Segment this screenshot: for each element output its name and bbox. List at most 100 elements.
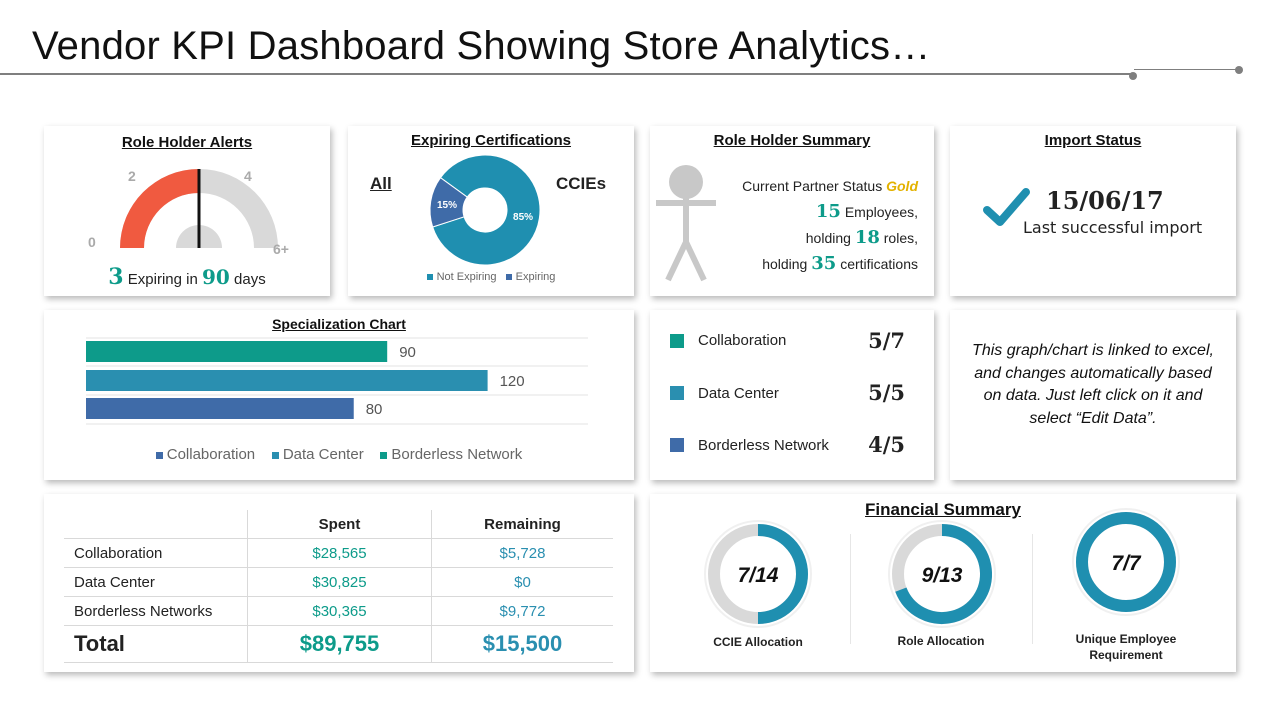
ring-value: 7/14 [738,564,779,587]
financial-summary-panel: Financial Summary 7/14 9/13 7/7 CCIE Alloc… [650,494,1236,672]
ring-separator [1032,534,1033,644]
table-row: Data Center $30,825 $0 [64,567,613,597]
legend-expiring: Expiring [515,271,556,283]
title-rule-right [1134,69,1238,70]
ring-value: 7/7 [1111,552,1142,575]
table-header-remaining: Remaining [431,510,613,539]
total-spent: $89,755 [247,625,432,663]
table-header-spent: Spent [247,510,432,539]
ring-outline [704,520,812,628]
table-header-row: Spent Remaining [64,510,613,539]
spec-value: 5/7 [868,328,905,353]
legend-data-center: Data Center [282,446,364,463]
certs-donut[interactable]: 85% 15% [348,126,634,296]
spend-table: Spent Remaining Collaboration $28,565 $5… [64,510,613,663]
legend-not-expiring: Not Expiring [436,271,497,283]
specialization-chart-title: Specialization Chart [272,316,406,332]
gauge-label-0: 0 [88,234,96,250]
ring-label-role: Role Allocation [897,634,985,648]
spec-color-square [670,386,684,400]
ring-separator [850,534,851,644]
spec-item: Data Center 5/5 [670,380,910,410]
certs-ccies-label[interactable]: CCIEs [556,174,607,193]
title-rule-dot [1235,66,1243,74]
ring-outline [888,520,996,628]
certs-text: certifications [840,256,918,272]
alerts-days: 90 [202,265,230,289]
import-status-title: Import Status [1044,132,1142,149]
gauge-label-6plus: 6+ [273,241,289,257]
spec-label: Collaboration [698,332,787,349]
donut-label-not-expiring: 85% [513,212,533,223]
ring-label-ccie: CCIE Allocation [713,635,803,649]
row-remaining: $5,728 [431,538,613,568]
import-status-panel: Import Status 15/06/17 Last successful i… [950,126,1236,296]
ring-label-unique: Unique Employee Requirement [1075,632,1177,662]
specialization-legend: Collaboration Data Center Borderless Net… [44,446,634,463]
row-remaining: $9,772 [431,596,613,626]
holding-text-2: holding [762,256,808,272]
import-date: 15/06/17 [1046,186,1164,215]
role-holder-alerts-title: Role Holder Alerts [121,134,253,151]
row-remaining: $0 [431,567,613,597]
spend-table-panel: Spent Remaining Collaboration $28,565 $5… [44,494,634,672]
page-title: Vendor KPI Dashboard Showing Store Analy… [32,24,931,68]
row-spent: $28,565 [247,538,432,568]
spec-item: Collaboration 5/7 [670,328,910,358]
financial-summary-title: Financial Summary [865,500,1021,519]
gauge-fill [120,169,199,248]
alerts-caption: 3 Expiring in 90 days [44,264,330,290]
bar-value-label: 90 [399,344,416,361]
roles-text: roles, [883,230,918,246]
spec-value: 4/5 [868,432,905,457]
checkmark-icon [983,188,1030,226]
table-header-blank [64,510,248,539]
title-underline-dot [1129,72,1137,80]
total-label: Total [64,625,248,663]
total-remaining: $15,500 [431,625,613,663]
expiring-certifications-panel: Expiring Certifications All CCIEs 85% 15%… [348,126,634,296]
ring-outline [1072,508,1180,616]
certs-all-label[interactable]: All [370,174,392,193]
row-label: Data Center [64,567,248,597]
spec-item: Borderless Network 4/5 [670,432,910,462]
alerts-count: 3 [108,264,124,290]
ring-progress[interactable] [1076,512,1176,612]
bar-collaboration[interactable] [86,341,388,362]
gauge-label-2: 2 [128,168,136,184]
spec-color-square [670,334,684,348]
legend-borderless-network: Borderless Network [391,446,523,463]
ring-progress[interactable] [895,524,992,624]
bar-borderless-network[interactable] [86,398,354,419]
specialization-ratios-panel: Collaboration 5/7 Data Center 5/5 Border… [650,310,934,480]
spec-color-square [670,438,684,452]
ring-value: 9/13 [922,564,963,587]
ring-progress[interactable] [757,524,808,624]
table-total-row: Total $89,755 $15,500 [64,625,613,663]
bar-data-center[interactable] [86,370,488,391]
spec-value: 5/5 [868,380,905,405]
donut-slice-not-expiring[interactable] [432,154,541,266]
partner-status: Gold [886,178,918,194]
donut-slice-expiring[interactable] [429,176,468,228]
import-caption: Last successful import [1023,218,1203,237]
spec-label: Data Center [698,385,779,402]
summary-line1: Current Partner Status [742,178,883,194]
specialization-chart-panel: Specialization Chart 90 120 80 Collaborati… [44,310,634,480]
gauge-label-4: 4 [244,168,252,184]
bar-value-label: 80 [366,401,383,418]
role-holder-summary-title: Role Holder Summary [713,132,871,149]
certs-legend: Not Expiring Expiring [348,271,634,283]
summary-lines: Current Partner Status Gold 15 Employees… [742,174,918,277]
person-icon [656,165,716,282]
financial-rings[interactable]: 7/14 9/13 7/7 [650,494,1236,672]
roles-count: 18 [854,227,880,248]
note-text: This graph/chart is linked to excel, and… [972,342,1214,427]
bar-value-label: 120 [500,373,525,390]
expiring-certifications-title: Expiring Certifications [410,132,572,149]
alerts-text-end: days [234,271,266,288]
holding-text-1: holding [805,230,851,246]
alerts-gauge [120,169,278,248]
specialization-bar-chart[interactable]: 90 120 80 [44,336,634,466]
employees-text: Employees, [844,204,918,220]
